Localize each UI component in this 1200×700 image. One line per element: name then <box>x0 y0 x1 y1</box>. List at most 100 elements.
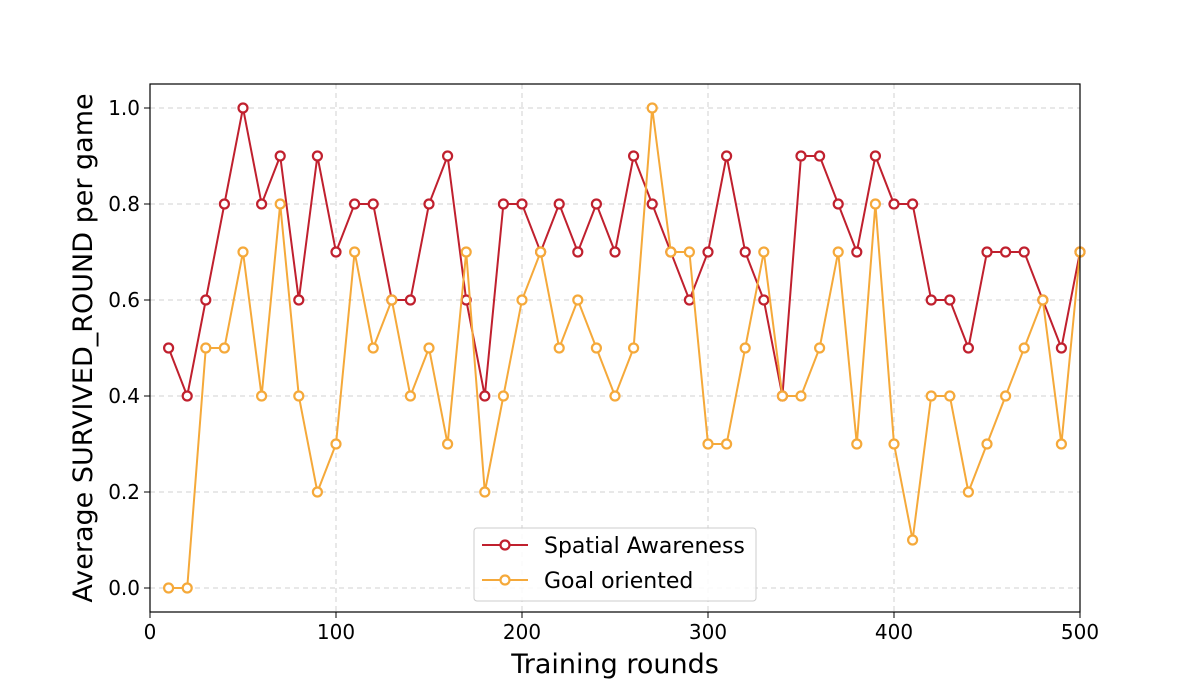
data-point-goal-oriented <box>683 246 696 258</box>
data-point-goal-oriented <box>665 246 677 258</box>
data-point-spatial-awareness <box>479 390 491 402</box>
data-point-spatial-awareness <box>181 390 193 402</box>
y-tick-label: 0.6 <box>108 288 140 312</box>
legend-marker-spatial-awareness <box>499 539 511 551</box>
data-point-spatial-awareness <box>609 246 621 258</box>
data-point-spatial-awareness <box>925 294 937 306</box>
data-point-spatial-awareness <box>646 198 658 210</box>
y-axis-title: Average SURVIVED_ROUND per game <box>68 93 99 602</box>
data-point-goal-oriented <box>609 390 621 402</box>
series-line-spatial-awareness <box>167 107 1081 400</box>
data-point-spatial-awareness <box>497 198 509 210</box>
data-point-goal-oriented <box>218 342 230 354</box>
data-point-spatial-awareness <box>442 150 454 162</box>
y-tick-label: 0.4 <box>108 384 140 408</box>
data-point-goal-oriented <box>274 198 286 210</box>
data-point-spatial-awareness <box>981 246 993 258</box>
data-point-spatial-awareness <box>572 246 584 258</box>
data-point-goal-oriented <box>720 438 733 450</box>
data-point-goal-oriented <box>534 246 547 258</box>
data-point-goal-oriented <box>925 390 937 402</box>
data-point-goal-oriented <box>553 342 565 354</box>
data-point-spatial-awareness <box>349 198 361 210</box>
data-point-goal-oriented <box>516 294 528 306</box>
y-tick-label: 0.2 <box>108 480 140 504</box>
data-point-goal-oriented <box>962 486 975 498</box>
plot-series <box>163 102 1086 594</box>
data-point-spatial-awareness <box>683 294 696 306</box>
series-spatial-awareness <box>163 102 1086 402</box>
data-point-goal-oriented <box>311 486 323 498</box>
series-line-goal-oriented <box>168 107 1081 589</box>
data-point-goal-oriented <box>256 390 268 402</box>
data-point-spatial-awareness <box>218 198 230 210</box>
data-point-spatial-awareness <box>590 198 603 210</box>
data-point-spatial-awareness <box>423 198 435 210</box>
data-point-goal-oriented <box>181 582 193 594</box>
data-point-spatial-awareness <box>906 198 919 210</box>
x-tick-label: 400 <box>875 620 913 644</box>
data-point-spatial-awareness <box>237 102 249 114</box>
data-point-goal-oriented <box>646 102 658 114</box>
legend: Spatial Awareness Goal oriented <box>473 527 757 602</box>
data-point-goal-oriented <box>200 342 212 354</box>
data-point-spatial-awareness <box>274 150 286 162</box>
x-tick-label: 300 <box>689 620 727 644</box>
data-point-spatial-awareness <box>1018 246 1030 258</box>
data-point-spatial-awareness <box>702 246 714 258</box>
data-point-goal-oriented <box>423 342 435 354</box>
data-point-goal-oriented <box>442 438 454 450</box>
data-point-goal-oriented <box>460 246 472 258</box>
plot-frame <box>149 83 1081 613</box>
data-point-spatial-awareness <box>553 198 565 210</box>
data-point-spatial-awareness <box>256 198 268 210</box>
data-point-goal-oriented <box>572 294 584 306</box>
data-point-spatial-awareness <box>962 342 975 354</box>
data-point-goal-oriented <box>776 390 789 402</box>
legend-box <box>473 527 757 602</box>
data-point-spatial-awareness <box>758 294 770 306</box>
data-point-goal-oriented <box>1037 294 1049 306</box>
x-axis-title: Training rounds <box>510 649 719 680</box>
data-point-spatial-awareness <box>1055 342 1068 354</box>
data-point-goal-oriented <box>944 390 956 402</box>
data-point-goal-oriented <box>999 390 1012 402</box>
data-point-goal-oriented <box>386 294 398 306</box>
data-point-goal-oriented <box>404 390 416 402</box>
data-point-goal-oriented <box>832 246 844 258</box>
data-point-spatial-awareness <box>293 294 305 306</box>
data-point-spatial-awareness <box>999 246 1012 258</box>
data-point-goal-oriented <box>981 438 993 450</box>
x-tick-label: 200 <box>503 620 541 644</box>
data-point-goal-oriented <box>795 390 807 402</box>
data-point-goal-oriented <box>349 246 361 258</box>
data-point-goal-oriented <box>1055 438 1068 450</box>
data-point-goal-oriented <box>479 486 491 498</box>
data-point-goal-oriented <box>627 342 640 354</box>
data-point-goal-oriented <box>497 390 509 402</box>
x-tick-label: 0 <box>144 620 157 644</box>
series-goal-oriented <box>163 102 1086 594</box>
data-point-goal-oriented <box>702 438 714 450</box>
data-point-spatial-awareness <box>404 294 416 306</box>
data-point-spatial-awareness <box>851 246 863 258</box>
data-point-goal-oriented <box>367 342 379 354</box>
data-point-spatial-awareness <box>330 246 342 258</box>
data-point-spatial-awareness <box>739 246 751 258</box>
y-tick-label: 1.0 <box>108 96 140 120</box>
data-point-goal-oriented <box>330 438 342 450</box>
data-point-spatial-awareness <box>516 198 528 210</box>
data-point-spatial-awareness <box>720 150 733 162</box>
grid-lines <box>149 84 1081 612</box>
x-tick-label: 500 <box>1061 620 1099 644</box>
data-point-spatial-awareness <box>163 342 175 354</box>
legend-label-spatial-awareness: Spatial Awareness <box>544 534 745 559</box>
y-tick-label: 0.8 <box>108 192 140 216</box>
data-point-goal-oriented <box>590 342 603 354</box>
data-point-spatial-awareness <box>832 198 844 210</box>
data-point-spatial-awareness <box>200 294 212 306</box>
data-point-goal-oriented <box>813 342 826 354</box>
data-point-goal-oriented <box>851 438 863 450</box>
data-point-goal-oriented <box>739 342 751 354</box>
